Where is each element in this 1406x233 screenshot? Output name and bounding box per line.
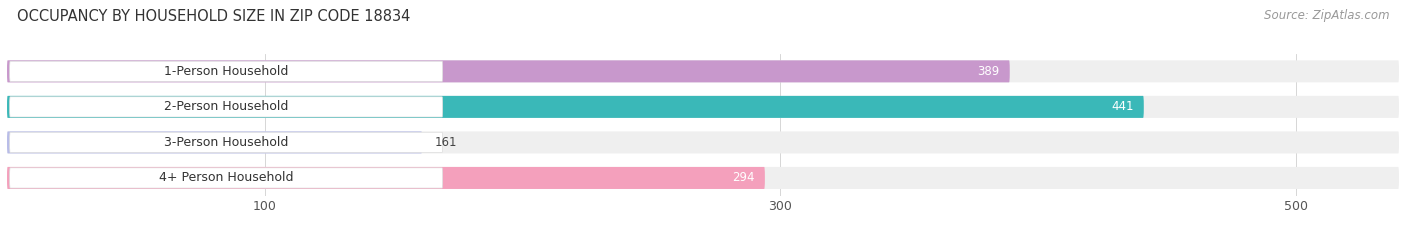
- Text: 294: 294: [733, 171, 755, 185]
- FancyBboxPatch shape: [10, 132, 443, 153]
- FancyBboxPatch shape: [7, 131, 1399, 154]
- Text: OCCUPANCY BY HOUSEHOLD SIZE IN ZIP CODE 18834: OCCUPANCY BY HOUSEHOLD SIZE IN ZIP CODE …: [17, 9, 411, 24]
- FancyBboxPatch shape: [7, 60, 1010, 82]
- FancyBboxPatch shape: [7, 96, 1399, 118]
- FancyBboxPatch shape: [7, 96, 1144, 118]
- Text: 1-Person Household: 1-Person Household: [165, 65, 288, 78]
- FancyBboxPatch shape: [7, 167, 765, 189]
- Text: 389: 389: [977, 65, 1000, 78]
- Text: 2-Person Household: 2-Person Household: [165, 100, 288, 113]
- Text: 161: 161: [434, 136, 457, 149]
- Text: Source: ZipAtlas.com: Source: ZipAtlas.com: [1264, 9, 1389, 22]
- Text: 441: 441: [1111, 100, 1133, 113]
- Text: 3-Person Household: 3-Person Household: [165, 136, 288, 149]
- FancyBboxPatch shape: [10, 168, 443, 188]
- FancyBboxPatch shape: [7, 131, 422, 154]
- FancyBboxPatch shape: [10, 97, 443, 117]
- FancyBboxPatch shape: [7, 60, 1399, 82]
- FancyBboxPatch shape: [7, 167, 1399, 189]
- FancyBboxPatch shape: [10, 61, 443, 82]
- Text: 4+ Person Household: 4+ Person Household: [159, 171, 294, 185]
